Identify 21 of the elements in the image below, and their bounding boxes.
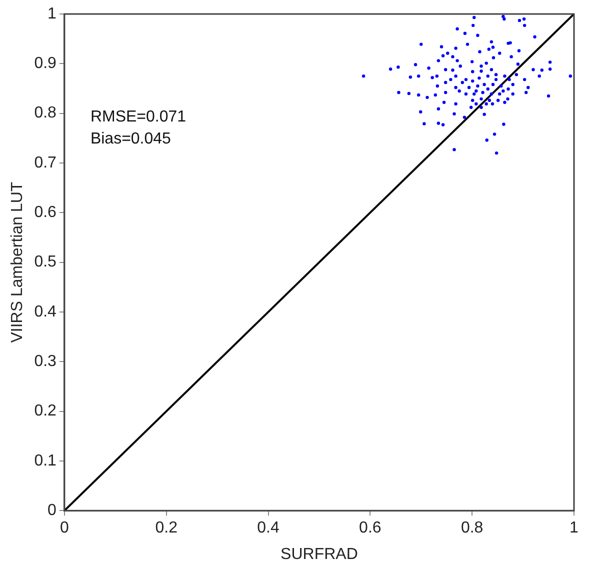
x-tick-label: 1 [570, 520, 579, 537]
y-tick-label: 0.8 [34, 104, 57, 122]
x-tick-label: 0.6 [359, 520, 382, 537]
annotation: RMSE=0.071 [90, 108, 186, 126]
x-tick-label: 0.8 [460, 520, 484, 537]
x-tick-label: 0.4 [257, 520, 280, 537]
y-tick-label: 0.6 [34, 204, 57, 222]
x-axis-title: SURFRAD [280, 546, 358, 563]
y-tick-label: 0.9 [34, 55, 57, 72]
y-tick-label: 0.1 [34, 452, 57, 470]
y-tick-label: 0.3 [34, 353, 57, 370]
y-tick-label: 0.7 [34, 154, 57, 172]
y-tick-label: 0.2 [34, 402, 57, 420]
annotation: Bias=0.045 [90, 130, 172, 148]
y-tick-label: 0.5 [34, 254, 57, 271]
y-tick-label: 1 [48, 5, 57, 22]
y-tick-label: 0 [48, 502, 57, 520]
x-tick-label: 0 [60, 520, 69, 537]
y-tick-label: 0.4 [34, 303, 57, 320]
y-axis-title: VIIRS Lambertian LUT [9, 182, 26, 343]
x-tick-label: 0.2 [155, 520, 178, 537]
